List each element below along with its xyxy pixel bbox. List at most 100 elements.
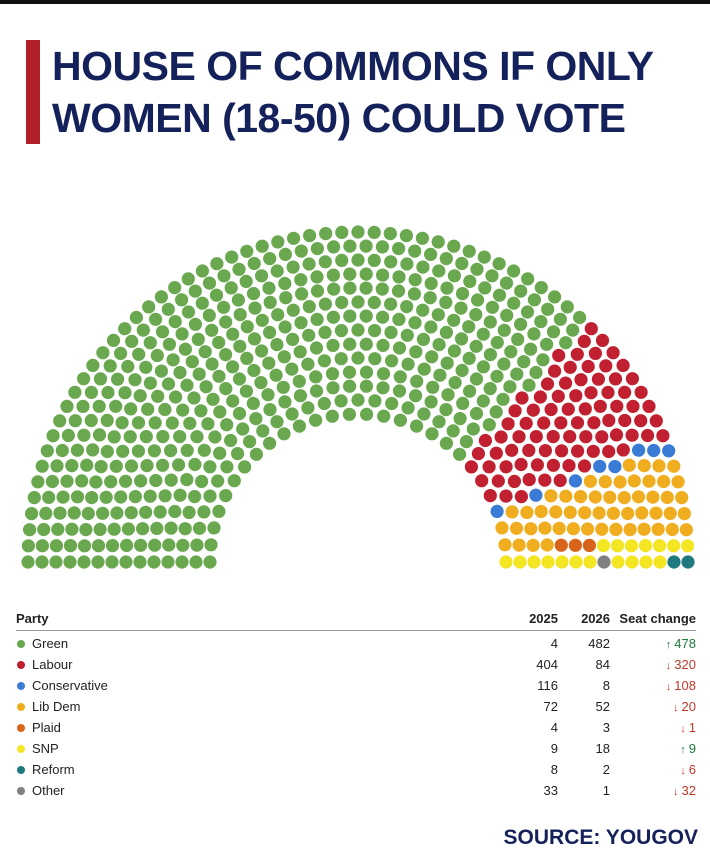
seat-dot-green	[463, 384, 477, 398]
seat-dot-green	[541, 302, 555, 316]
seat-dot-green	[227, 474, 241, 488]
seat-change-value: 6	[688, 762, 696, 777]
seat-dot-labour	[559, 376, 573, 390]
seat-dot-green	[527, 293, 542, 307]
seat-dot-green	[40, 444, 54, 458]
seat-dot-lib-dem	[566, 522, 581, 536]
seat-dot-lib-dem	[663, 506, 677, 520]
seat-dot-green	[192, 367, 206, 381]
seat-dot-green	[201, 417, 215, 431]
seat-dot-green	[490, 335, 504, 350]
seat-dot-green	[147, 555, 161, 569]
seat-dot-snp	[681, 539, 695, 553]
seat-dot-green	[96, 346, 110, 360]
seat-dot-green	[278, 320, 292, 334]
seat-dot-green	[497, 357, 511, 371]
seat-dot-green	[309, 341, 324, 355]
seat-dot-green	[367, 253, 381, 267]
seat-dot-green	[462, 351, 476, 365]
seat-dot-labour	[533, 390, 548, 404]
seat-dot-green	[240, 320, 254, 334]
seat-dot-green	[310, 242, 324, 256]
seat-dot-green	[399, 229, 413, 243]
seat-dot-labour	[563, 430, 577, 444]
seat-dot-green	[439, 325, 453, 339]
seat-dot-labour	[508, 404, 522, 418]
seat-dot-lib-dem	[627, 474, 641, 488]
seat-dot-green	[540, 337, 554, 351]
seat-dot-green	[439, 403, 453, 417]
seat-dot-green	[261, 388, 275, 402]
seat-dot-labour	[618, 413, 632, 428]
seat-dot-green	[309, 384, 324, 398]
seat-dot-green	[277, 350, 291, 364]
seat-dot-green	[35, 539, 50, 553]
seat-dot-green	[417, 407, 431, 421]
seat-dot-green	[63, 539, 78, 553]
party-cell: SNP	[16, 738, 59, 759]
seat-dot-green	[118, 322, 132, 336]
seat-dot-green	[286, 260, 300, 274]
seat-dot-green	[208, 430, 222, 444]
seat-dot-green	[103, 359, 117, 373]
seat-dot-green	[277, 427, 291, 441]
seat-dot-green	[187, 391, 201, 405]
seat-dot-green	[35, 555, 49, 569]
seat-dot-green	[231, 293, 245, 307]
legend-dot-icon	[17, 682, 25, 690]
seat-dot-green	[205, 323, 219, 337]
seat-dot-green	[342, 365, 357, 379]
seat-dot-green	[195, 264, 209, 278]
seat-dot-green	[393, 413, 407, 427]
seat-dot-labour	[526, 403, 540, 417]
seat-dot-lib-dem	[667, 459, 681, 473]
seat-dot-lib-dem	[588, 490, 602, 504]
seat-dot-green	[292, 374, 306, 388]
seat-dot-green	[182, 505, 196, 519]
seat-dot-green	[76, 399, 90, 413]
seat-dot-green	[197, 505, 211, 519]
seat-dot-green	[263, 295, 277, 309]
seat-dot-green	[162, 337, 176, 351]
seat-dot-green	[49, 555, 63, 569]
seat-dot-green	[376, 310, 390, 324]
seat-change: ↑ 9	[616, 738, 696, 761]
seat-dot-green	[172, 458, 186, 472]
seat-dot-green	[212, 335, 226, 350]
seat-dot-green	[375, 240, 389, 254]
seat-dot-conservative	[568, 474, 583, 488]
seat-dot-green	[521, 272, 535, 286]
arrow-down-icon: ↓	[665, 660, 672, 672]
seat-dot-green	[409, 389, 423, 403]
seat-dot-green	[21, 555, 35, 569]
seat-change: ↓ 20	[616, 696, 696, 719]
hemicycle-chart	[21, 225, 695, 569]
seat-dot-green	[384, 325, 398, 339]
seat-dot-green	[400, 328, 414, 342]
seat-dot-labour	[574, 373, 588, 387]
seat-dot-green	[224, 433, 238, 448]
seat-dot-green	[334, 324, 348, 338]
seat-dot-green	[178, 342, 192, 356]
seat-dot-green	[168, 504, 182, 519]
seat-dot-green	[453, 447, 467, 461]
seat-dot-green	[158, 402, 172, 417]
seat-dot-green	[61, 428, 75, 443]
seat-dot-green	[410, 419, 424, 433]
seat-dot-green	[249, 447, 263, 461]
seat-dot-labour	[570, 347, 584, 361]
seat-dot-green	[254, 376, 268, 390]
seat-dot-green	[77, 539, 92, 553]
header-seat-change: Seat change	[619, 611, 696, 626]
seat-dot-green	[263, 325, 277, 339]
seat-dot-green	[492, 288, 507, 302]
seat-dot-green	[326, 381, 340, 395]
seat-dot-labour	[540, 377, 555, 391]
seat-dot-green	[136, 323, 150, 337]
seat-dot-green	[416, 303, 430, 317]
seat-dot-green	[176, 403, 190, 417]
seat-dot-green	[128, 373, 142, 387]
seat-dot-green	[219, 348, 233, 362]
seat-dot-green	[326, 268, 340, 282]
seat-dot-green	[459, 435, 473, 449]
